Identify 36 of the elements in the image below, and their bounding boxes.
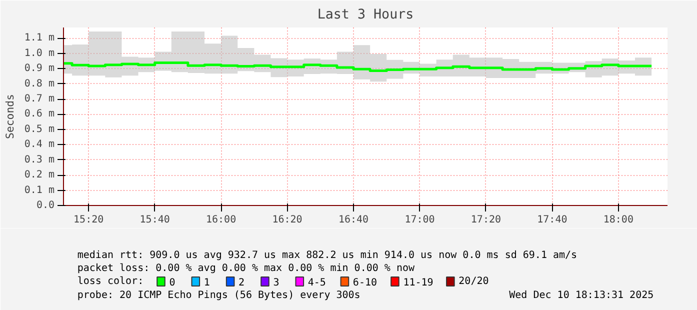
legend-label: 20/20 (458, 276, 489, 287)
y-tick-label: 0.7 m (24, 94, 55, 105)
text: probe: 20 ICMP Echo Pings (56 Bytes) every 300s (77, 290, 360, 301)
text: packet loss: 0.00 % avg 0.00 % max 0.00 % min 0.00 % now (77, 263, 416, 274)
legend-label: 3 (273, 278, 280, 288)
legend-title: loss color: (77, 276, 144, 287)
y-tick-label: 0.8 m (24, 78, 55, 90)
legend-label: 4-5 (308, 278, 326, 288)
y-tick-label: 0.0 (36, 200, 54, 211)
legend-label: 0 (169, 278, 176, 288)
text: Wed Dec 10 18:13:31 2025 (509, 290, 654, 301)
x-tick-label: 17:00 (404, 214, 435, 226)
x-tick-label: 15:40 (140, 214, 170, 226)
chart-title: Last 3 Hours (317, 8, 414, 22)
x-tick-label: 17:20 (470, 214, 502, 226)
legend-label: 11-19 (403, 278, 434, 288)
x-tick-label: 16:00 (206, 214, 236, 226)
y-tick-label: 1.0 m (24, 48, 55, 59)
x-tick-label: 15:20 (74, 214, 104, 226)
y-tick-label: 0.4 m (24, 139, 55, 150)
y-tick-label: 0.1 m (24, 184, 55, 196)
legend-label: 6-10 (352, 278, 378, 288)
x-tick-label: 17:40 (537, 214, 568, 226)
y-tick-label: 0.3 m (24, 154, 55, 166)
legend-label: 1 (204, 278, 210, 288)
text: median rtt: 909.0 us avg 932.7 us max 882.2 us min 914.0 us now 0.0 ms sd 69.1 am/s (77, 250, 578, 261)
y-tick-label: 0.9 m (24, 63, 55, 74)
y-tick-label: 0.6 m (24, 108, 55, 120)
x-tick-label: 16:20 (272, 214, 302, 226)
y-tick-label: 0.2 m (24, 170, 55, 181)
y-tick-label: 0.5 m (24, 124, 55, 135)
legend-label: 2 (238, 278, 245, 288)
x-tick-label: 18:00 (603, 214, 634, 226)
x-tick-label: 16:40 (338, 214, 369, 226)
y-axis-title: Seconds (3, 94, 16, 139)
y-tick-label: 1.1 m (24, 32, 55, 44)
